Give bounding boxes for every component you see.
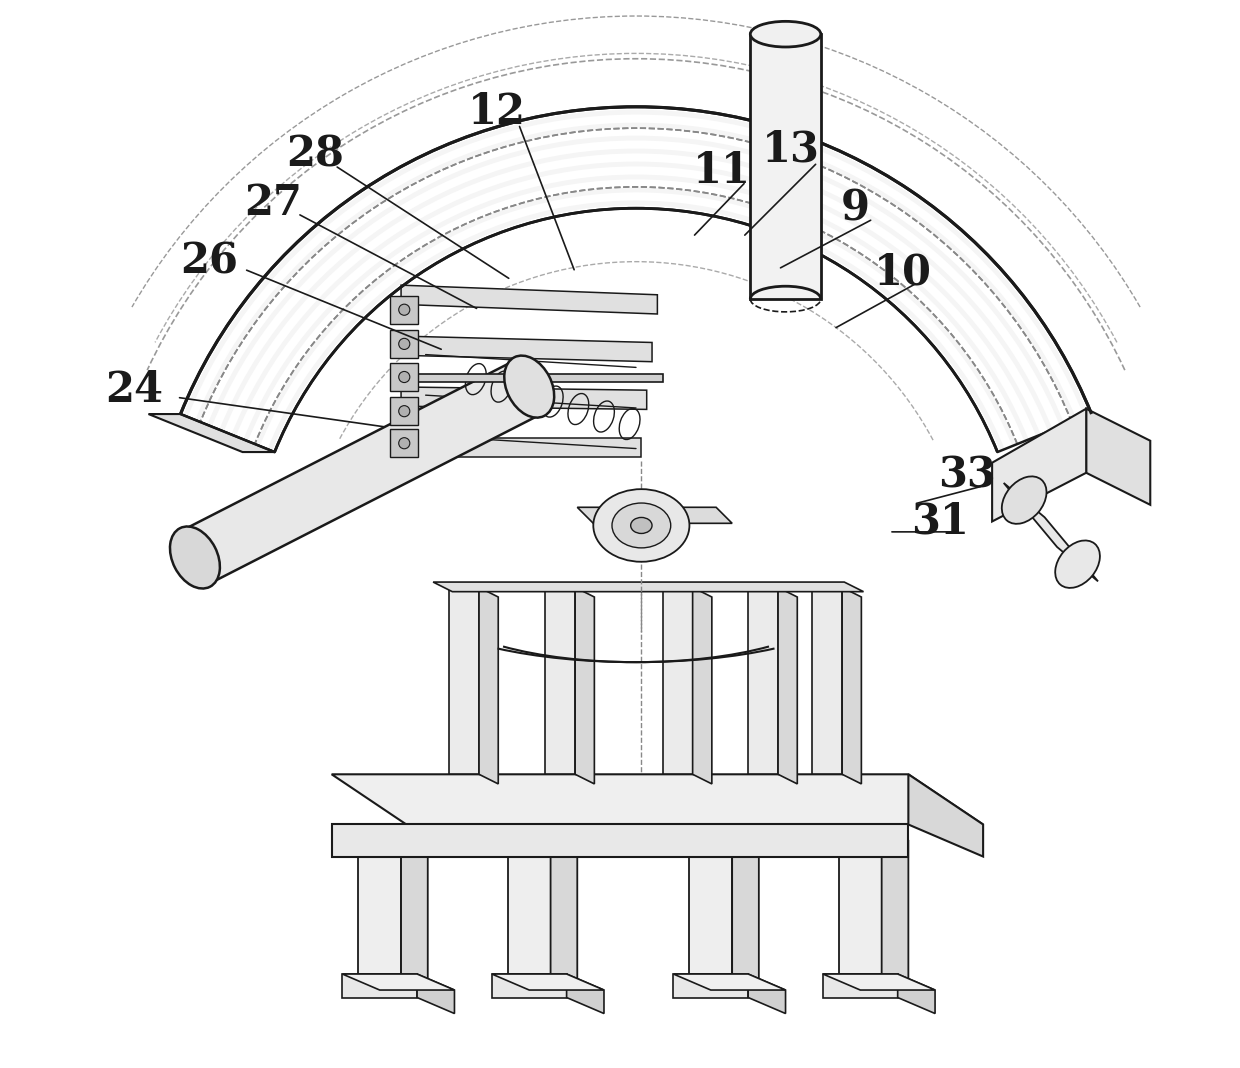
Polygon shape [1003,483,1097,581]
Polygon shape [732,824,759,990]
Polygon shape [842,587,862,784]
Polygon shape [673,974,748,998]
Polygon shape [417,974,455,1014]
Polygon shape [342,974,455,990]
Polygon shape [575,587,594,784]
Polygon shape [898,974,935,1014]
Polygon shape [479,587,498,784]
Polygon shape [567,974,604,1014]
Polygon shape [331,774,983,824]
Polygon shape [546,587,575,774]
Polygon shape [551,824,578,990]
Bar [391,330,418,358]
Polygon shape [839,824,909,841]
Polygon shape [909,774,983,857]
Ellipse shape [593,489,689,562]
Polygon shape [149,414,274,452]
Ellipse shape [750,21,821,47]
Polygon shape [492,974,567,998]
Polygon shape [777,587,797,784]
Polygon shape [750,34,821,299]
Polygon shape [342,974,417,998]
Polygon shape [401,285,657,314]
Polygon shape [823,974,935,990]
Ellipse shape [505,356,554,418]
Polygon shape [662,587,693,774]
Polygon shape [415,374,662,382]
Ellipse shape [170,527,219,588]
Polygon shape [401,336,652,362]
Polygon shape [693,587,712,784]
Polygon shape [748,587,777,774]
Polygon shape [689,824,732,974]
Ellipse shape [399,304,409,315]
Ellipse shape [1002,476,1047,523]
Text: 31: 31 [911,500,970,543]
Polygon shape [401,438,641,457]
Polygon shape [823,974,898,998]
Polygon shape [401,387,647,409]
Text: 9: 9 [841,187,869,230]
Text: 26: 26 [180,240,238,283]
Ellipse shape [399,406,409,417]
Polygon shape [508,824,551,974]
Polygon shape [492,974,604,990]
Ellipse shape [1055,540,1100,587]
Bar [391,397,418,425]
Text: 11: 11 [692,150,750,192]
Polygon shape [449,587,479,774]
Polygon shape [358,824,428,841]
Polygon shape [1086,409,1151,505]
Bar [391,429,418,457]
Text: 13: 13 [761,128,820,171]
Polygon shape [578,507,732,523]
Text: 28: 28 [286,134,345,176]
Bar [391,363,418,391]
Ellipse shape [631,518,652,534]
Polygon shape [812,587,842,774]
Polygon shape [882,824,909,990]
Text: 33: 33 [939,454,996,497]
Text: 10: 10 [874,251,932,294]
Polygon shape [748,974,786,1014]
Polygon shape [689,824,759,841]
Polygon shape [839,824,882,974]
Ellipse shape [613,503,671,548]
Polygon shape [673,974,786,990]
Polygon shape [401,824,428,990]
Ellipse shape [399,438,409,449]
Ellipse shape [399,339,409,349]
Polygon shape [433,582,863,592]
Polygon shape [181,360,543,584]
Ellipse shape [399,372,409,382]
Polygon shape [508,824,578,841]
Text: 12: 12 [469,91,526,134]
Polygon shape [358,824,401,974]
Polygon shape [992,409,1086,521]
Text: 24: 24 [105,368,162,411]
Polygon shape [331,824,909,857]
Text: 27: 27 [244,182,301,224]
Bar [391,296,418,324]
